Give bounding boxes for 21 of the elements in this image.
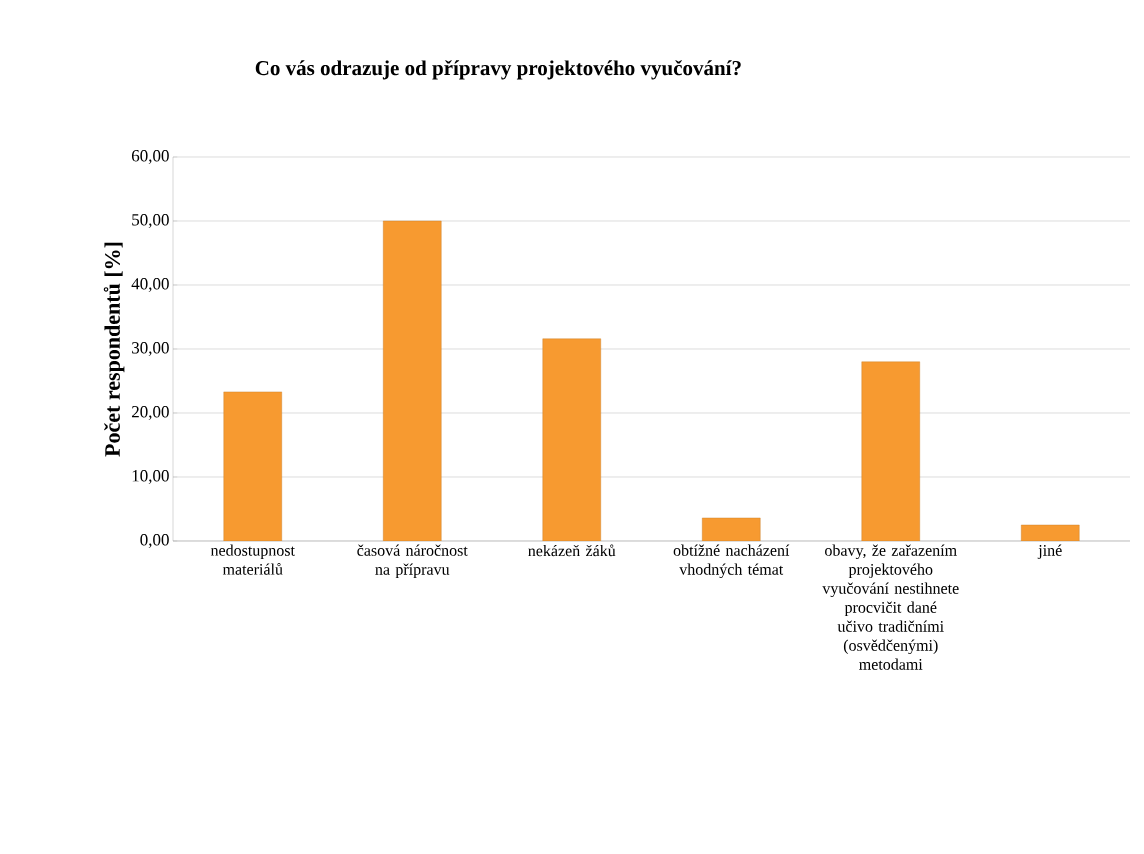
x-tick-label: časová náročnost na přípravu <box>357 544 468 579</box>
y-tick-label: 10,00 <box>132 470 169 484</box>
bar <box>702 517 761 541</box>
y-tick-label: 60,00 <box>131 150 169 164</box>
y-tick-label: 0,00 <box>140 534 169 548</box>
chart-title: Co vás odrazuje od přípravy projektového vyučování? <box>255 60 741 80</box>
y-tick-label: 30,00 <box>132 342 169 356</box>
y-tick-label: 40,00 <box>131 278 169 292</box>
bar <box>861 361 920 541</box>
y-tick-label: 50,00 <box>132 214 169 228</box>
x-tick-label: nedostupnost materiálů <box>210 544 295 575</box>
x-tick-label: jiné <box>1037 544 1062 560</box>
y-axis-title: Počet respondentů [%] <box>103 242 125 457</box>
bar <box>383 220 442 541</box>
x-tick-label: nekázeň žáků <box>528 544 616 557</box>
y-tick-label: 20,00 <box>131 406 169 420</box>
x-tick-label: obtížné nacházení vhodných témat <box>673 544 790 579</box>
x-tick-label: obavy, že zařazením projektového vyučování nestihnete procvičit dané učivo tradičními (osvědčenými) metodami <box>822 544 959 670</box>
bar <box>542 338 601 541</box>
bar <box>1021 524 1080 541</box>
bar <box>223 391 282 541</box>
